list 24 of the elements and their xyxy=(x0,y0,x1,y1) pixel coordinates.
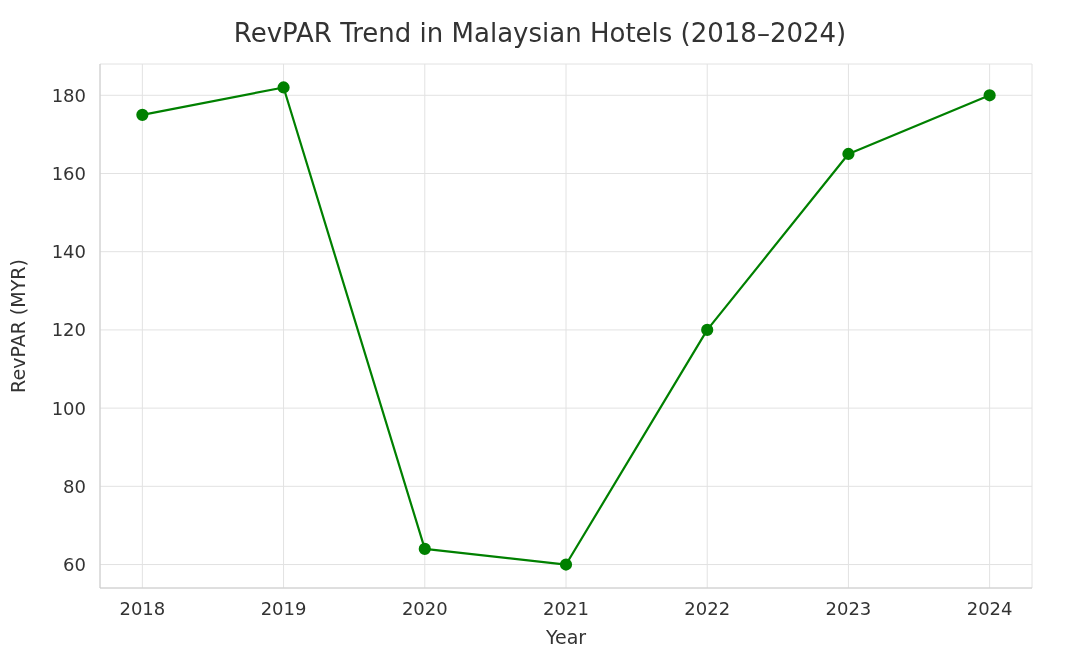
y-tick-label: 100 xyxy=(51,397,86,419)
x-tick-label: 2018 xyxy=(119,597,166,619)
x-tick-label: 2024 xyxy=(966,597,1013,619)
chart-title: RevPAR Trend in Malaysian Hotels (2018–2024) xyxy=(232,17,848,50)
x-tick-label: 2023 xyxy=(825,597,872,619)
y-tick-label: 80 xyxy=(63,475,86,497)
x-tick-label: 2020 xyxy=(401,597,448,619)
y-tick-label: 140 xyxy=(51,241,86,263)
x-axis-title: Year xyxy=(544,626,587,648)
x-tick-label: 2021 xyxy=(543,597,589,619)
y-tick-label: 120 xyxy=(51,319,86,341)
point xyxy=(277,81,290,94)
point xyxy=(842,147,855,161)
point xyxy=(983,89,996,102)
point xyxy=(701,323,714,337)
y-tick-label: 180 xyxy=(51,84,86,106)
x-tick-label: 2019 xyxy=(260,597,307,619)
y-tick-label: 60 xyxy=(63,553,86,575)
y-tick-label: 160 xyxy=(51,162,86,184)
point xyxy=(418,542,431,555)
x-tick-label: 2022 xyxy=(684,597,731,619)
y-axis-title: RevPAR (MYR) xyxy=(6,259,29,393)
point xyxy=(559,558,573,571)
point xyxy=(136,108,149,121)
